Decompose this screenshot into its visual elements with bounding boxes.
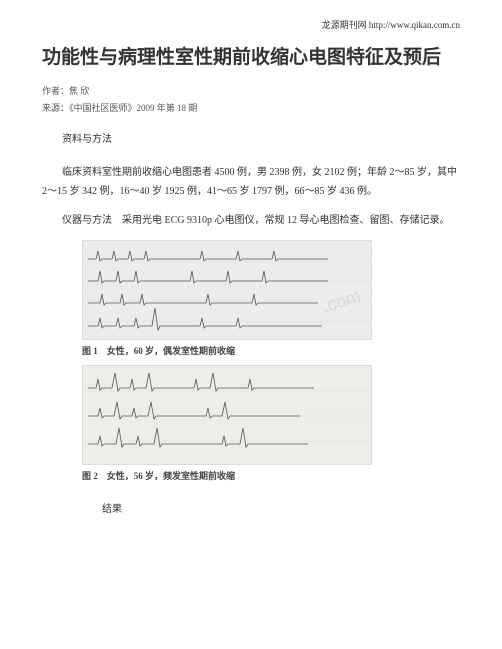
section-results: 结果 xyxy=(42,500,460,515)
ecg-image-1: .com xyxy=(82,240,372,340)
author-line: 作者：焦 欣 xyxy=(42,83,460,99)
article-title: 功能性与病理性室性期前收缩心电图特征及预后 xyxy=(42,43,460,73)
header-source-label: 龙源期刊网 xyxy=(322,20,367,30)
figure-1-caption: 图 1 女性，60 岁，偶发室性期前收缩 xyxy=(82,344,372,357)
header-url: http://www.qikan.com.cn xyxy=(369,20,460,30)
figure-1: .com 图 1 女性，60 岁，偶发室性期前收缩 xyxy=(82,240,372,357)
figure-2: 图 2 女性，56 岁，频发室性期前收缩 xyxy=(82,365,372,482)
header-source: 龙源期刊网 http://www.qikan.com.cn xyxy=(42,18,460,31)
ecg-image-2 xyxy=(82,365,372,465)
paragraph-methods: 仪器与方法 采用光电 ECG 9310p 心电图仪，常规 12 导心电图检查、留… xyxy=(42,211,460,230)
author-label: 作者： xyxy=(42,86,69,96)
section-materials: 资料与方法 xyxy=(42,130,460,145)
source-name: 《中国社区医师》2009 年第 18 期 xyxy=(69,103,197,113)
author-name: 焦 欣 xyxy=(69,86,89,96)
source-label: 来源： xyxy=(42,103,69,113)
source-line: 来源：《中国社区医师》2009 年第 18 期 xyxy=(42,100,460,116)
figure-2-caption: 图 2 女性，56 岁，频发室性期前收缩 xyxy=(82,469,372,482)
article-meta: 作者：焦 欣 来源：《中国社区医师》2009 年第 18 期 xyxy=(42,83,460,115)
paragraph-clinical: 临床资料室性期前收缩心电图患者 4500 例，男 2398 例，女 2102 例… xyxy=(42,163,460,201)
